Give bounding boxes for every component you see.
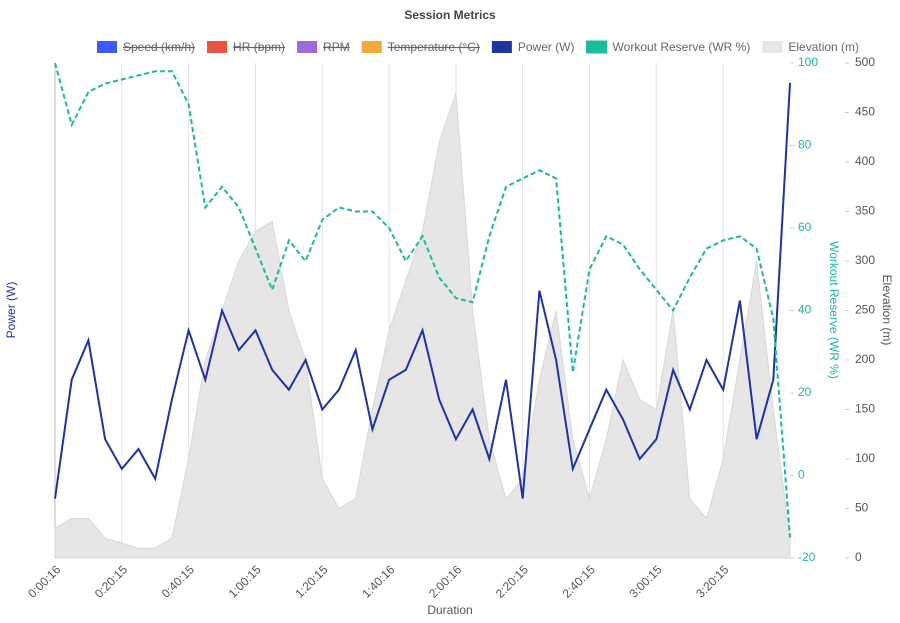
legend-swatch bbox=[207, 41, 228, 53]
x-tick-label: 2:20:15 bbox=[493, 562, 531, 600]
legend-label: Power (W) bbox=[518, 40, 575, 54]
y2-tick-label: 60 bbox=[798, 220, 812, 234]
legend-swatch bbox=[297, 41, 318, 53]
legend-swatch bbox=[491, 41, 512, 53]
y3-tick-label: 450 bbox=[855, 105, 875, 119]
y-axis-label: Power (W) bbox=[4, 282, 18, 339]
line bbox=[54, 82, 791, 499]
y3-tick-label: 100 bbox=[855, 451, 875, 465]
y3-tick-label: 400 bbox=[855, 154, 875, 168]
x-tick-label: 1:00:15 bbox=[226, 562, 264, 600]
legend-swatch bbox=[361, 41, 382, 53]
y3-tick-label: 50 bbox=[855, 501, 869, 515]
line bbox=[54, 62, 791, 538]
x-tick-label: 0:00:16 bbox=[25, 562, 63, 600]
legend-swatch bbox=[97, 41, 117, 53]
y3-axis-label: Elevation (m) bbox=[880, 275, 894, 346]
legend-label: Workout Reserve (WR %) bbox=[613, 40, 751, 54]
legend-label: Temperature (°C) bbox=[388, 40, 480, 54]
x-tick-label: 3:00:15 bbox=[626, 562, 664, 600]
x-tick-label: 0:40:15 bbox=[159, 562, 197, 600]
x-axis-label: Duration bbox=[427, 603, 472, 617]
area bbox=[54, 92, 791, 559]
y2-tick-label: -20 bbox=[798, 550, 816, 564]
x-tick-label: 2:00:16 bbox=[426, 562, 464, 600]
y3-tick-label: 250 bbox=[855, 303, 875, 317]
y2-tick-label: 100 bbox=[798, 55, 818, 69]
x-tick-label: 2:40:15 bbox=[560, 562, 598, 600]
x-tick-label: 1:40:16 bbox=[359, 562, 397, 600]
y3-tick-label: 150 bbox=[855, 402, 875, 416]
legend-label: Speed (km/h) bbox=[123, 40, 195, 54]
legend-label: RPM bbox=[323, 40, 350, 54]
y3-tick-label: 200 bbox=[855, 352, 875, 366]
y2-tick-label: 0 bbox=[798, 468, 805, 482]
y2-axis-label: Workout Reserve (WR %) bbox=[827, 241, 841, 379]
chart-title: Session Metrics bbox=[404, 8, 496, 22]
legend-swatch bbox=[586, 40, 608, 54]
x-tick-label: 0:20:15 bbox=[92, 562, 130, 600]
y3-tick-label: 0 bbox=[855, 550, 862, 564]
y2-tick-label: 20 bbox=[798, 385, 812, 399]
y2-tick-label: 40 bbox=[798, 303, 812, 317]
x-tick-label: 1:20:15 bbox=[292, 562, 330, 600]
y3-tick-label: 350 bbox=[855, 204, 875, 218]
legend-label: HR (bpm) bbox=[233, 40, 285, 54]
y2-tick-label: 80 bbox=[798, 138, 812, 152]
legend-label: Elevation (m) bbox=[788, 40, 859, 54]
y3-tick-label: 300 bbox=[855, 253, 875, 267]
legend-swatch bbox=[762, 41, 783, 53]
y3-tick-label: 500 bbox=[855, 55, 875, 69]
x-tick-label: 3:20:15 bbox=[693, 562, 731, 600]
